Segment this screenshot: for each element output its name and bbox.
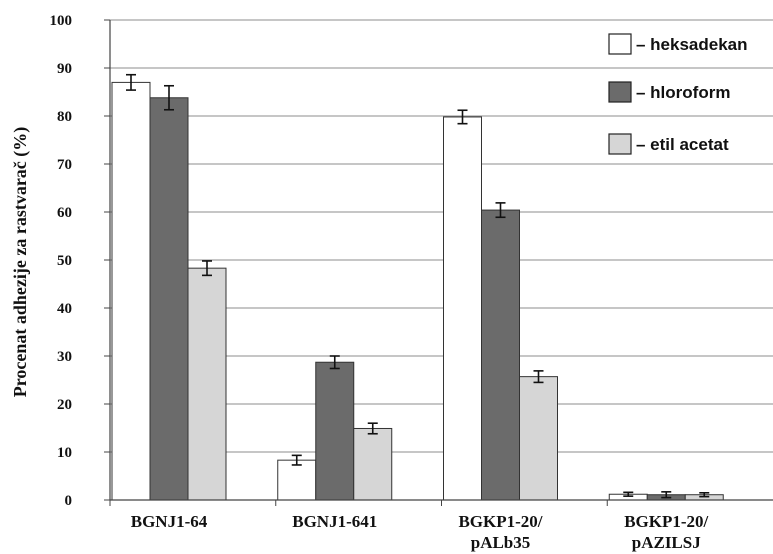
bar [481, 209, 520, 501]
legend-label: – hloroform [636, 83, 730, 102]
error-bars [126, 73, 710, 499]
y-tick-labels: 0 10 20 30 40 50 60 70 80 90 100 [50, 13, 110, 509]
bar [277, 459, 317, 501]
y-tick-label: 70 [57, 157, 72, 173]
bar [519, 376, 558, 501]
y-tick-label: 60 [57, 205, 72, 221]
y-tick-label: 80 [57, 109, 72, 125]
y-tick-label: 10 [57, 445, 72, 461]
legend: – heksadekan – hloroform – etil acetat [608, 33, 748, 155]
x-category-label: BGKP1-20/ [624, 512, 708, 531]
y-tick-label: 0 [65, 493, 73, 509]
legend-label: – etil acetat [636, 135, 729, 154]
y-tick-label: 100 [50, 13, 73, 29]
bar [187, 267, 227, 501]
bar [315, 361, 355, 501]
y-tick-label: 30 [57, 349, 72, 365]
y-tick-label: 50 [57, 253, 72, 269]
legend-label: – heksadekan [636, 35, 748, 54]
y-axis-title: Procenat adhezije za rastvarač (%) [10, 127, 31, 398]
x-category-label: BGNJ1-64 [131, 512, 208, 531]
legend-swatch [608, 81, 632, 103]
y-tick-label: 90 [57, 61, 72, 77]
legend-swatch [608, 33, 632, 55]
bar [111, 81, 151, 501]
x-category-labels: BGNJ1-64 BGNJ1-641 BGKP1-20/pALb35 BGKP1-20… [109, 500, 709, 552]
legend-swatch [608, 133, 632, 155]
bar [149, 97, 189, 501]
bar [353, 427, 393, 501]
bar [443, 116, 482, 501]
y-tick-label: 20 [57, 397, 72, 413]
x-category-label: BGNJ1-641 [292, 512, 377, 531]
y-tick-label: 40 [57, 301, 72, 317]
x-category-label: BGKP1-20/ [458, 512, 542, 531]
x-category-label: pAZILSJ [632, 533, 701, 552]
x-category-label: pALb35 [471, 533, 531, 552]
